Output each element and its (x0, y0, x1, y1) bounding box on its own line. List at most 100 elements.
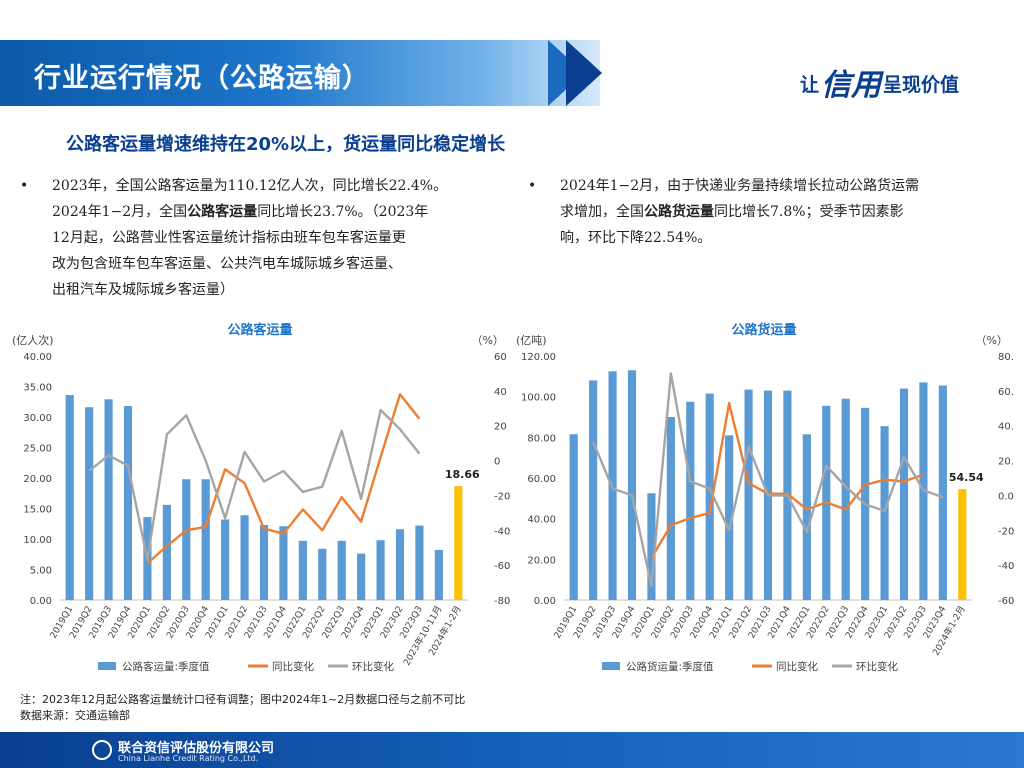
y-tick-right: -60 (494, 561, 510, 572)
y-tick-right: -20.00 (998, 526, 1014, 537)
page-title: 行业运行情况（公路运输） (34, 63, 370, 94)
left-bullet: • 2023年，全国公路客运量为110.12亿人次，同比增长22.4%。 202… (20, 173, 502, 303)
y-tick-left: 120.00 (521, 352, 556, 363)
bar (357, 553, 366, 600)
bullet-dot: • (528, 178, 537, 194)
bar (201, 479, 210, 600)
bar (589, 380, 598, 600)
bar (666, 417, 675, 600)
bar (65, 395, 74, 600)
bar (337, 540, 346, 600)
y-tick-right: 60 (494, 352, 507, 363)
bar (240, 515, 249, 600)
legend-label: 同比变化 (272, 660, 314, 673)
bar (298, 540, 307, 600)
bar (104, 399, 113, 600)
bar (279, 526, 288, 600)
section-subtitle: 公路客运量增速维持在20%以上，货运量同比稳定增长 (66, 134, 506, 155)
y-tick-right: -80 (494, 596, 510, 607)
y-tick-right: 0.00 (998, 491, 1014, 502)
bar (899, 388, 909, 600)
left-bullet-text: 2024年1−2月，全国 (52, 204, 188, 220)
legend-label: 公路货运量:季度值 (626, 660, 714, 673)
y-tick-right: -20 (494, 491, 510, 502)
y-tick-left: 20.00 (23, 474, 52, 485)
y-tick-right: 0 (494, 457, 500, 468)
bar (744, 389, 753, 600)
y-tick-left: 80.00 (527, 433, 556, 444)
footer-band (0, 732, 1024, 768)
left-bullet-line: 2024年1−2月，全国公路客运量同比增长23.7%。（2023年 (52, 199, 502, 225)
brand-slogan: 让信用 呈现价值 (800, 60, 959, 104)
bullet-dot: • (20, 178, 29, 194)
y-tick-left: 15.00 (23, 505, 52, 516)
legend-label: 环比变化 (352, 660, 394, 673)
footnote-line: 注：2023年12月起公路客运量统计口径有调整；图中2024年1~2月数据口径与… (20, 693, 466, 706)
left-bullet-text: 同比增长23.7%。（2023年 (257, 204, 429, 220)
passenger-chart: 公路客运量 (亿人次) （%） 0.00 5.00 10.00 15.00 20.00 25.0… (12, 322, 510, 673)
y-axis-right-label: （%） (976, 334, 1008, 347)
source-line: 数据来源：交通运输部 (20, 709, 130, 722)
y-tick-right: 40 (494, 387, 507, 398)
bar (686, 401, 695, 600)
chart-title: 公路客运量 (227, 322, 292, 338)
legend-label: 环比变化 (856, 660, 898, 673)
bar (647, 493, 656, 600)
y-tick-right: 80.00 (998, 352, 1014, 363)
bar (85, 407, 94, 600)
y-axis-right-label: （%） (472, 334, 504, 347)
bar (725, 435, 734, 600)
y-tick-left: 40.00 (527, 515, 556, 526)
bar (938, 385, 947, 600)
y-axis-left-label: (亿人次) (12, 333, 54, 347)
right-bullet-text: 同比增长7.8%；受季节因素影 (714, 204, 904, 220)
brand-prefix: 让 (800, 74, 820, 96)
legend-swatch (98, 662, 116, 670)
legend-label: 同比变化 (776, 660, 818, 673)
right-bullet: • 2024年1−2月，由于快递业务量持续增长拉动公路货运需 求增加，全国公路货… (528, 173, 1000, 251)
bar (841, 398, 850, 600)
bar (259, 524, 269, 600)
data-label: 54.54 (949, 471, 984, 484)
footnote: 注：2023年12月起公路客运量统计口径有调整；图中2024年1~2月数据口径与… (20, 692, 465, 724)
y-tick-left: 10.00 (23, 535, 52, 546)
y-tick-right: -60.00 (998, 596, 1014, 607)
left-bullet-line: 出租汽车及城际城乡客运量） (52, 282, 234, 298)
y-tick-left: 60.00 (527, 474, 556, 485)
left-bullet-line: 改为包含班车包车客运量、公共汽电车城际城乡客运量、 (52, 256, 402, 272)
legend-label: 公路客运量:季度值 (122, 660, 210, 673)
bar (569, 434, 578, 600)
y-tick-left: 0.00 (534, 596, 556, 607)
y-tick-right: 20 (494, 422, 507, 433)
y-tick-right: -40 (494, 526, 510, 537)
qoq-line (591, 372, 944, 588)
y-tick-left: 5.00 (30, 566, 52, 577)
y-tick-left: 40.00 (23, 352, 52, 363)
left-bullet-line: 2023年，全国公路客运量为110.12亿人次，同比增长22.4%。 (52, 178, 448, 194)
right-bullet-text: 求增加，全国 (560, 204, 644, 220)
bar (395, 529, 405, 600)
y-tick-right: 40.00 (998, 422, 1014, 433)
bar (123, 406, 133, 600)
y-tick-left: 25.00 (23, 444, 52, 455)
company-logo-icon (92, 740, 112, 760)
chart-title: 公路货运量 (731, 322, 796, 338)
y-tick-left: 20.00 (527, 555, 556, 566)
right-bullet-line: 求增加，全国公路货运量同比增长7.8%；受季节因素影 (560, 199, 1000, 225)
bar (802, 434, 811, 600)
yoy-line (146, 393, 421, 565)
y-tick-right: -40.00 (998, 561, 1014, 572)
right-bullet-emphasis: 公路货运量 (644, 204, 714, 220)
y-tick-right: 20.00 (998, 457, 1014, 468)
bar (376, 540, 385, 600)
y-tick-left: 35.00 (23, 383, 52, 394)
bar (705, 393, 714, 600)
bar (182, 479, 191, 600)
company-name-en: China Lianhe Credit Rating Co.,Ltd. (118, 754, 259, 763)
right-bullet-line: 2024年1−2月，由于快递业务量持续增长拉动公路货运需 (560, 178, 920, 194)
bar (880, 426, 889, 600)
y-tick-left: 0.00 (30, 596, 52, 607)
left-bullet-line: 12月起，公路营业性客运量统计指标由班车包车客运量更 (52, 230, 406, 246)
y-tick-right: 60.00 (998, 387, 1014, 398)
data-label: 18.66 (445, 468, 480, 481)
